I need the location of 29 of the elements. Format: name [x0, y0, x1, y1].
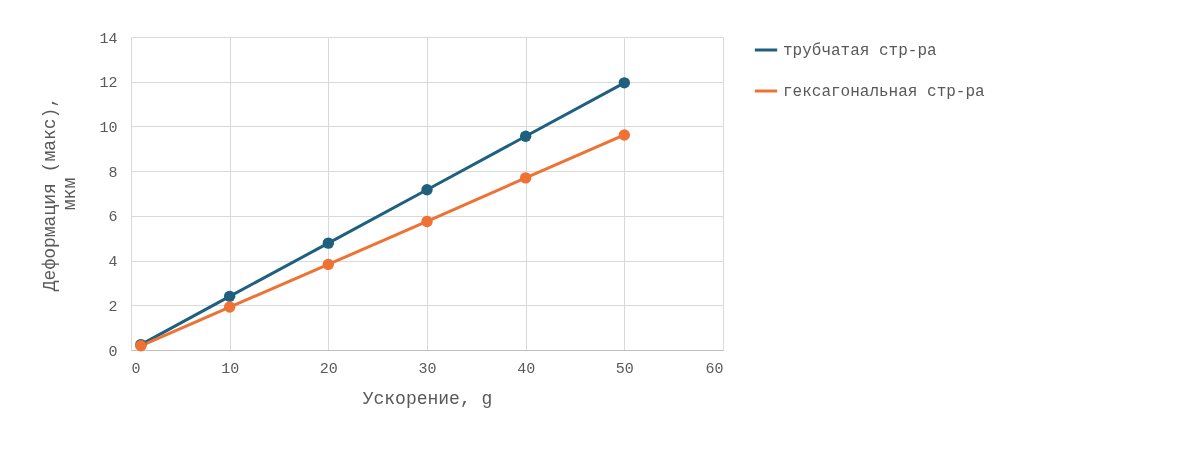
- point: [519, 172, 532, 184]
- point: [223, 301, 236, 313]
- x-tick-label: 0: [131, 360, 141, 378]
- legend-label: гексагональная стр-ра: [783, 83, 986, 101]
- y-tick-label: 6: [108, 209, 118, 227]
- y-tick-label: 10: [99, 119, 118, 137]
- y-tick-label: 12: [99, 75, 118, 93]
- point: [223, 290, 236, 303]
- x-tick-label: 10: [221, 360, 240, 378]
- point: [618, 129, 631, 141]
- x-tick-label: 60: [705, 360, 724, 378]
- x-tick-label: 30: [418, 360, 437, 378]
- point: [421, 215, 433, 228]
- y-tick-label: 4: [108, 254, 118, 272]
- y-tick-label: 14: [99, 30, 118, 48]
- y-tick-label: 8: [108, 164, 118, 182]
- y-axis-title: Деформация (макс), мкм: [40, 96, 81, 292]
- x-tick-label: 50: [615, 360, 634, 378]
- y-tick-label: 0: [108, 343, 118, 361]
- x-tick-label: 20: [319, 360, 338, 378]
- x-tick-label: 40: [517, 360, 536, 378]
- point: [421, 184, 433, 196]
- point: [618, 77, 631, 89]
- point: [322, 237, 335, 249]
- point: [322, 258, 335, 271]
- y-tick-label: 2: [108, 298, 118, 316]
- point: [519, 130, 532, 142]
- legend-label: трубчатая стр-ра: [783, 42, 938, 60]
- x-axis-title: Ускорение, g: [362, 388, 493, 409]
